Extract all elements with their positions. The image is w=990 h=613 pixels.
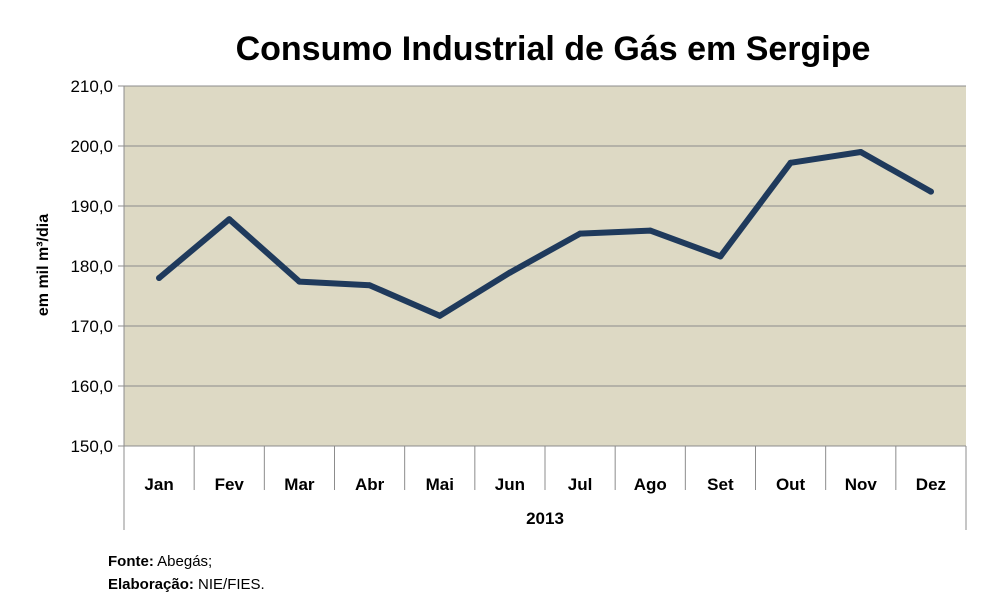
x-tick-label: Ago xyxy=(634,475,667,494)
x-tick-label: Nov xyxy=(845,475,878,494)
x-tick-label: Set xyxy=(707,475,734,494)
x-tick-label: Mar xyxy=(284,475,315,494)
y-tick-label: 170,0 xyxy=(70,317,113,336)
data-point xyxy=(927,188,934,195)
x-tick-label: Out xyxy=(776,475,806,494)
data-point xyxy=(717,253,724,260)
y-axis-label: em mil m³/dia xyxy=(35,214,52,316)
y-axis-ticks: 150,0 160,0 170,0 180,0 190,0 200,0 210,0 xyxy=(70,77,124,456)
source-text: Abegás; xyxy=(157,553,213,570)
data-point xyxy=(857,149,864,155)
y-tick-label: 180,0 xyxy=(70,257,113,276)
series-line xyxy=(156,149,934,319)
data-point xyxy=(436,312,443,319)
data-point xyxy=(787,159,794,166)
data-point xyxy=(647,227,654,234)
y-tick-label: 210,0 xyxy=(70,77,113,96)
data-point xyxy=(296,278,303,285)
x-tick-label: Dez xyxy=(916,475,946,494)
data-point xyxy=(577,230,584,237)
x-tick-label: Jan xyxy=(144,475,173,494)
x-tick-label: Jun xyxy=(495,475,525,494)
y-tick-label: 200,0 xyxy=(70,137,113,156)
chart-title: Consumo Industrial de Gás em Sergipe xyxy=(236,30,871,68)
data-point xyxy=(366,282,373,289)
source-note: Fonte: Abegás; Elaboração: NIE/FIES. xyxy=(108,550,265,596)
x-tick-label: Fev xyxy=(215,475,245,494)
y-tick-label: 160,0 xyxy=(70,377,113,396)
elaboration-text: NIE/FIES. xyxy=(198,576,265,593)
x-group-label: 2013 xyxy=(526,509,564,528)
x-tick-label: Mai xyxy=(426,475,454,494)
line-chart: Consumo Industrial de Gás em Sergipe 150… xyxy=(35,30,967,530)
gridlines xyxy=(124,85,966,387)
data-point xyxy=(156,275,163,281)
y-tick-label: 190,0 xyxy=(70,197,113,216)
x-tick-label: Abr xyxy=(355,475,385,494)
x-tick-label: Jul xyxy=(568,475,593,494)
x-axis: Jan Fev Mar Abr Mai Jun Jul Ago Set Out Nov Dez xyxy=(123,86,967,530)
series-group xyxy=(156,149,934,319)
data-point xyxy=(506,269,513,276)
data-point xyxy=(226,216,233,223)
elaboration-label: Elaboração: xyxy=(108,576,194,593)
source-label: Fonte: xyxy=(108,553,154,570)
y-tick-label: 150,0 xyxy=(70,437,113,456)
